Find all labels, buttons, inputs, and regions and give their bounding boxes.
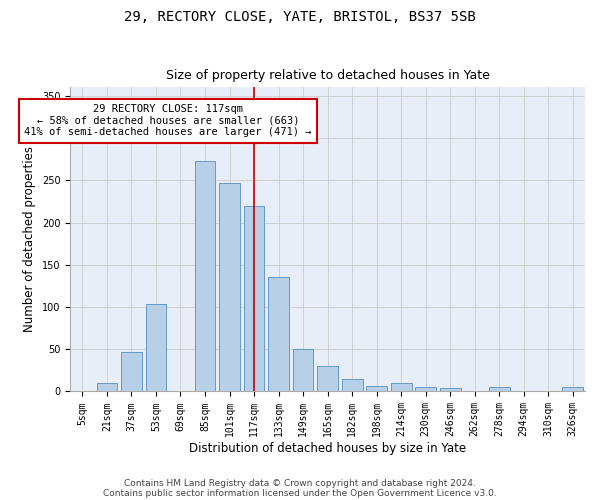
Bar xyxy=(121,352,142,392)
Text: Contains public sector information licensed under the Open Government Licence v3: Contains public sector information licen… xyxy=(103,488,497,498)
Bar xyxy=(219,183,240,392)
Bar xyxy=(489,387,509,392)
Bar xyxy=(244,206,265,392)
Bar xyxy=(317,366,338,392)
Bar xyxy=(341,379,362,392)
Bar xyxy=(366,386,387,392)
Bar xyxy=(293,349,313,392)
Y-axis label: Number of detached properties: Number of detached properties xyxy=(23,146,36,332)
Text: 29 RECTORY CLOSE: 117sqm
← 58% of detached houses are smaller (663)
41% of semi-: 29 RECTORY CLOSE: 117sqm ← 58% of detach… xyxy=(25,104,312,138)
Bar xyxy=(391,383,412,392)
Bar xyxy=(97,383,118,392)
Bar xyxy=(562,387,583,392)
Bar xyxy=(146,304,166,392)
Title: Size of property relative to detached houses in Yate: Size of property relative to detached ho… xyxy=(166,69,490,82)
Text: 29, RECTORY CLOSE, YATE, BRISTOL, BS37 5SB: 29, RECTORY CLOSE, YATE, BRISTOL, BS37 5… xyxy=(124,10,476,24)
Bar xyxy=(268,278,289,392)
Text: Contains HM Land Registry data © Crown copyright and database right 2024.: Contains HM Land Registry data © Crown c… xyxy=(124,478,476,488)
Bar xyxy=(194,161,215,392)
Bar xyxy=(440,388,461,392)
X-axis label: Distribution of detached houses by size in Yate: Distribution of detached houses by size … xyxy=(189,442,466,455)
Bar xyxy=(415,387,436,392)
